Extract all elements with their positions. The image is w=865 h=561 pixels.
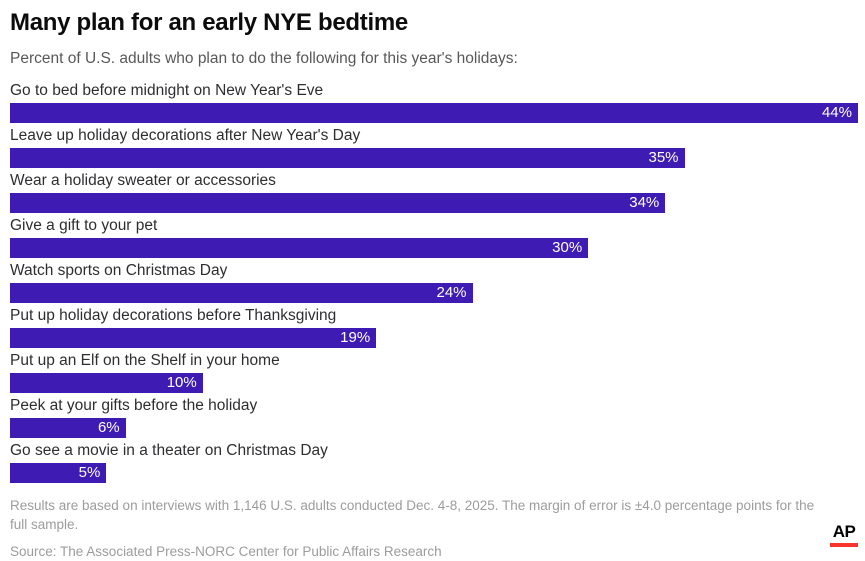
bar-value-label: 44% [821, 104, 852, 121]
bar-category-label: Wear a holiday sweater or accessories [10, 172, 276, 189]
bar-value-label: 35% [648, 149, 679, 166]
bar-value-label: 6% [97, 419, 120, 436]
bar-row: Put up holiday decorations before Thanks… [10, 305, 858, 350]
bar-category-label: Give a gift to your pet [10, 217, 158, 234]
bar-chart: Go to bed before midnight on New Year's … [10, 80, 858, 485]
ap-logo-text: AP [832, 522, 856, 541]
bar: 10% [10, 373, 203, 393]
page-title: Many plan for an early NYE bedtime [10, 9, 408, 36]
bar-row: Go see a movie in a theater on Christmas… [10, 440, 858, 485]
bar-category-label: Leave up holiday decorations after New Y… [10, 127, 361, 144]
bar-category-label: Peek at your gifts before the holiday [10, 397, 258, 414]
bar-category-label: Put up an Elf on the Shelf in your home [10, 352, 280, 369]
bar: 30% [10, 238, 589, 258]
bar-value-label: 30% [552, 239, 583, 256]
bar-category-label: Watch sports on Christmas Day [10, 262, 228, 279]
bar-category-label: Go see a movie in a theater on Christmas… [10, 442, 328, 459]
bar-row: Put up an Elf on the Shelf in your home 1… [10, 350, 858, 395]
bar-row: Watch sports on Christmas Day 24% [10, 260, 858, 305]
bar: 24% [10, 283, 473, 303]
bar-row: Give a gift to your pet 30% [10, 215, 858, 260]
bar-row: Go to bed before midnight on New Year's … [10, 80, 858, 125]
bar-value-label: 19% [340, 329, 371, 346]
bar: 6% [10, 418, 126, 438]
chart-subtitle: Percent of U.S. adults who plan to do th… [10, 50, 518, 67]
bar-row: Peek at your gifts before the holiday 6% [10, 395, 858, 440]
ap-logo: AP [830, 522, 858, 547]
bar: 34% [10, 193, 666, 213]
bar-category-label: Go to bed before midnight on New Year's … [10, 82, 324, 99]
bar: 5% [10, 463, 107, 483]
bar-value-label: 5% [78, 464, 101, 481]
bar-category-label: Put up holiday decorations before Thanks… [10, 307, 337, 324]
source-line: Source: The Associated Press-NORC Center… [10, 544, 442, 559]
bar: 44% [10, 103, 858, 123]
bar-row: Leave up holiday decorations after New Y… [10, 125, 858, 170]
bar: 19% [10, 328, 377, 348]
ap-logo-underline [830, 543, 858, 547]
bar-value-label: 24% [436, 284, 467, 301]
bar: 35% [10, 148, 685, 168]
footnote: Results are based on interviews with 1,1… [10, 498, 815, 532]
bar-value-label: 34% [629, 194, 660, 211]
bar-value-label: 10% [166, 374, 197, 391]
bar-row: Wear a holiday sweater or accessories 34% [10, 170, 858, 215]
